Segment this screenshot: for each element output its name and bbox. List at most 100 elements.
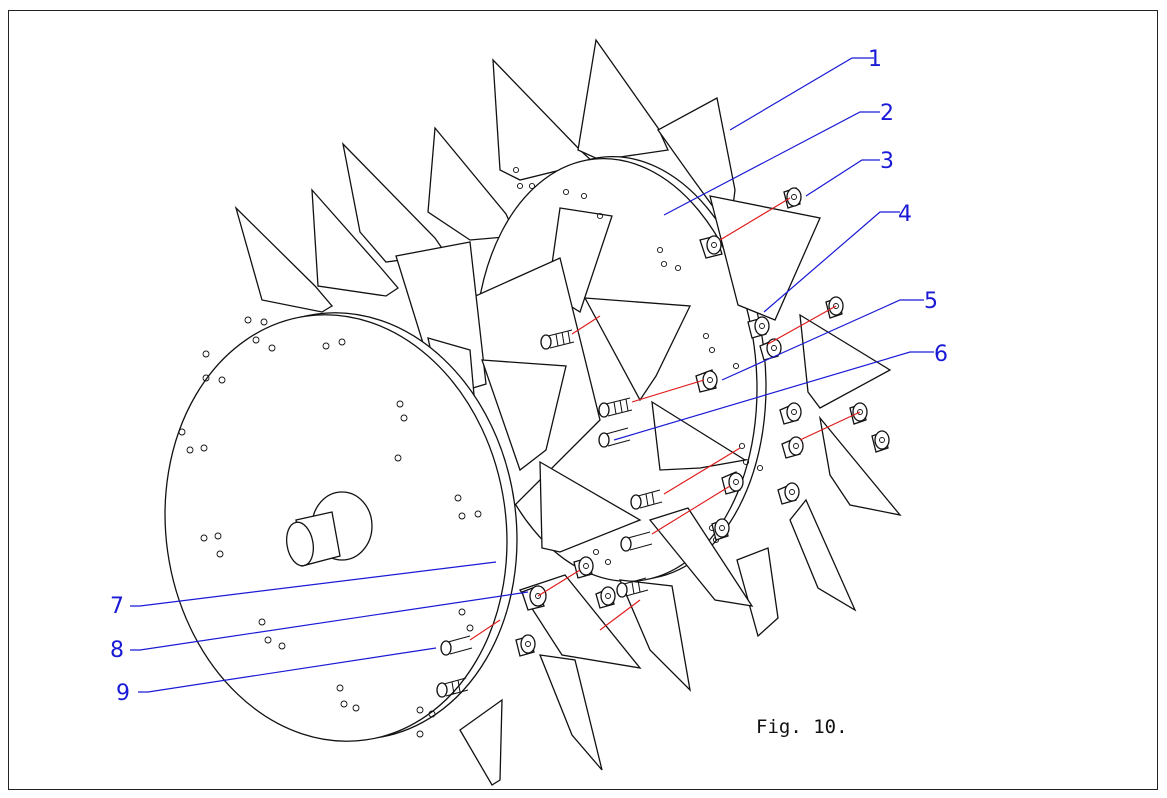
blade: [736, 547, 779, 638]
hole: [756, 464, 764, 472]
axis-line: [719, 197, 791, 241]
spacer: [515, 634, 536, 657]
callout-leader-2: [663, 111, 880, 216]
hole: [322, 342, 330, 350]
hole: [260, 318, 268, 326]
bolt: [630, 489, 663, 510]
hole: [512, 166, 520, 174]
hole: [278, 642, 286, 650]
spacer: [747, 316, 770, 339]
hole: [178, 428, 186, 436]
hole: [516, 182, 524, 190]
bolt: [620, 531, 653, 552]
hole: [200, 534, 208, 542]
bolt: [598, 397, 633, 418]
axis-line: [571, 315, 601, 335]
figure-caption: Fig. 10.: [756, 716, 848, 738]
hole: [202, 350, 210, 358]
axis-line: [599, 599, 641, 631]
hole: [336, 684, 344, 692]
axis-line: [537, 569, 581, 597]
hole: [258, 618, 266, 626]
callout-number-7: 7: [110, 594, 124, 619]
hole: [562, 188, 570, 196]
hole: [214, 532, 222, 540]
callout-leader-1: [729, 57, 874, 131]
hole: [428, 710, 436, 718]
bolt: [436, 677, 469, 698]
callouts: 1 2 3 4 5 6 7 8 9: [110, 47, 948, 706]
callout-number-4: 4: [898, 202, 912, 227]
blade: [539, 460, 642, 553]
spacer: [777, 482, 800, 505]
callout-number-5: 5: [924, 289, 938, 314]
hole: [466, 624, 474, 632]
spacer: [825, 296, 844, 319]
hole: [340, 700, 348, 708]
bolt: [540, 329, 575, 350]
callout-leader-9: [138, 647, 437, 693]
blade: [799, 313, 892, 409]
blade: [427, 126, 517, 241]
hole: [592, 548, 600, 556]
hole: [416, 706, 424, 714]
spacers: [515, 187, 890, 657]
blade: [648, 507, 754, 607]
hole: [742, 458, 750, 466]
blade: [651, 400, 747, 471]
hole: [396, 400, 404, 408]
front-disc-holes: [178, 316, 482, 738]
bolts: [436, 329, 663, 698]
callout-number-1: 1: [868, 47, 882, 72]
blade: [618, 579, 691, 692]
spacer: [781, 436, 804, 459]
hole: [244, 316, 252, 324]
blade: [311, 188, 399, 297]
hole: [200, 444, 208, 452]
hole: [252, 336, 260, 344]
hole: [202, 374, 210, 382]
blade: [818, 415, 902, 516]
callout-number-9: 9: [116, 681, 130, 706]
callout-leader-6: [613, 351, 934, 441]
axis-line: [651, 485, 731, 535]
callout-leader-3: [805, 159, 880, 197]
spacer: [849, 402, 868, 425]
hole: [580, 192, 588, 200]
callout-leader-7: [130, 561, 497, 607]
callout-leader-5: [721, 299, 924, 381]
axis-line: [631, 379, 705, 403]
blade: [789, 498, 857, 612]
hole: [458, 512, 466, 520]
spacer: [783, 187, 802, 209]
hole: [702, 332, 710, 340]
assembly-axis-lines: [469, 197, 861, 641]
hub-body: [395, 241, 642, 553]
blade: [709, 195, 821, 321]
spacer: [759, 338, 782, 361]
drawing-frame: [8, 10, 1158, 790]
shaft-end: [285, 521, 315, 567]
hole: [738, 442, 746, 450]
blade: [538, 654, 603, 771]
axis-line: [767, 305, 837, 345]
callout-leader-8: [130, 591, 529, 651]
bolt: [440, 635, 473, 656]
hole: [458, 608, 466, 616]
hole: [186, 446, 194, 454]
hole: [528, 182, 536, 190]
spacer: [871, 430, 890, 453]
hole: [218, 376, 226, 384]
hole: [454, 494, 462, 502]
blade: [234, 205, 333, 313]
spacer: [595, 586, 616, 609]
hole: [416, 730, 424, 738]
blade: [459, 698, 503, 786]
axis-line: [799, 411, 861, 441]
bolt: [616, 577, 649, 598]
mid-blades: [547, 195, 902, 638]
hole: [674, 264, 682, 272]
rear-disc-holes: [512, 166, 764, 566]
hole: [268, 344, 276, 352]
spacer: [573, 556, 594, 579]
